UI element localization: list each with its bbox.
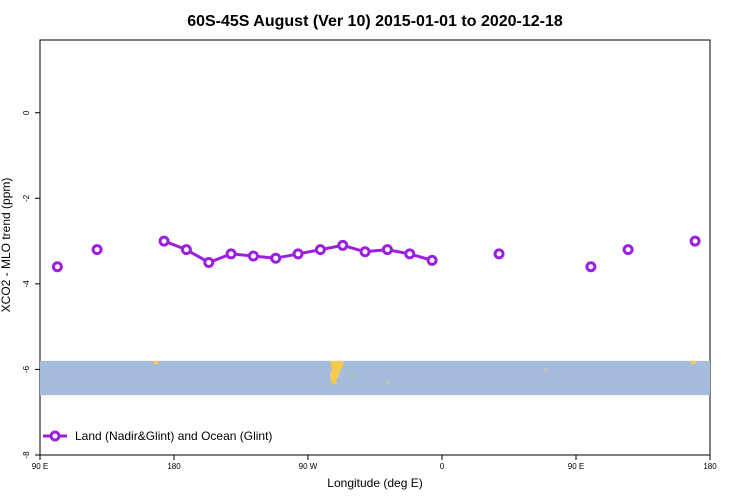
data-point xyxy=(51,261,63,273)
new-zealand-land xyxy=(153,360,159,365)
data-point xyxy=(493,248,505,260)
chart-title: 60S-45S August (Ver 10) 2015-01-01 to 20… xyxy=(187,13,563,30)
data-point xyxy=(337,239,349,251)
legend: Land (Nadir&Glint) and Ocean (Glint) xyxy=(43,429,272,443)
x-axis-label: Longitude (deg E) xyxy=(327,476,422,490)
world-map-band xyxy=(40,360,710,396)
data-point xyxy=(91,244,103,256)
x-tick-label: 180 xyxy=(167,462,181,471)
y-tick-label: -2 xyxy=(22,194,31,202)
data-point xyxy=(270,252,282,264)
data-point xyxy=(381,244,393,256)
data-point xyxy=(622,244,634,256)
legend-marker xyxy=(49,430,61,442)
data-point xyxy=(158,235,170,247)
data-point xyxy=(426,254,438,266)
data-point xyxy=(404,248,416,260)
x-tick-label: 90 W xyxy=(299,462,318,471)
data-point xyxy=(247,250,259,262)
series-layer xyxy=(51,235,701,273)
plot-frame xyxy=(39,39,711,456)
data-point xyxy=(359,246,371,258)
data-point xyxy=(225,248,237,260)
data-point xyxy=(585,261,597,273)
y-axis-label: XCO2 - MLO trend (ppm) xyxy=(0,178,13,313)
x-tick-label: 0 xyxy=(440,462,445,471)
ocean-band xyxy=(40,360,710,396)
y-tick-label: 0 xyxy=(22,110,31,115)
legend-label: Land (Nadir&Glint) and Ocean (Glint) xyxy=(75,429,272,443)
x-tick-label: 180 xyxy=(703,462,717,471)
data-point xyxy=(203,256,215,268)
data-point xyxy=(689,235,701,247)
y-tick-label: -6 xyxy=(22,365,31,373)
y-axis: 0 -2 -4 -6 -8 xyxy=(22,110,40,459)
data-point xyxy=(180,244,192,256)
y-tick-label: -4 xyxy=(22,280,31,288)
x-tick-label: 90 E xyxy=(32,462,48,471)
data-point xyxy=(314,244,326,256)
data-point xyxy=(292,248,304,260)
x-tick-label: 90 E xyxy=(568,462,584,471)
x-axis: 90 E 180 90 W 0 90 E 180 xyxy=(32,455,717,471)
y-tick-label: -8 xyxy=(22,451,31,459)
south-america-land xyxy=(330,360,344,385)
